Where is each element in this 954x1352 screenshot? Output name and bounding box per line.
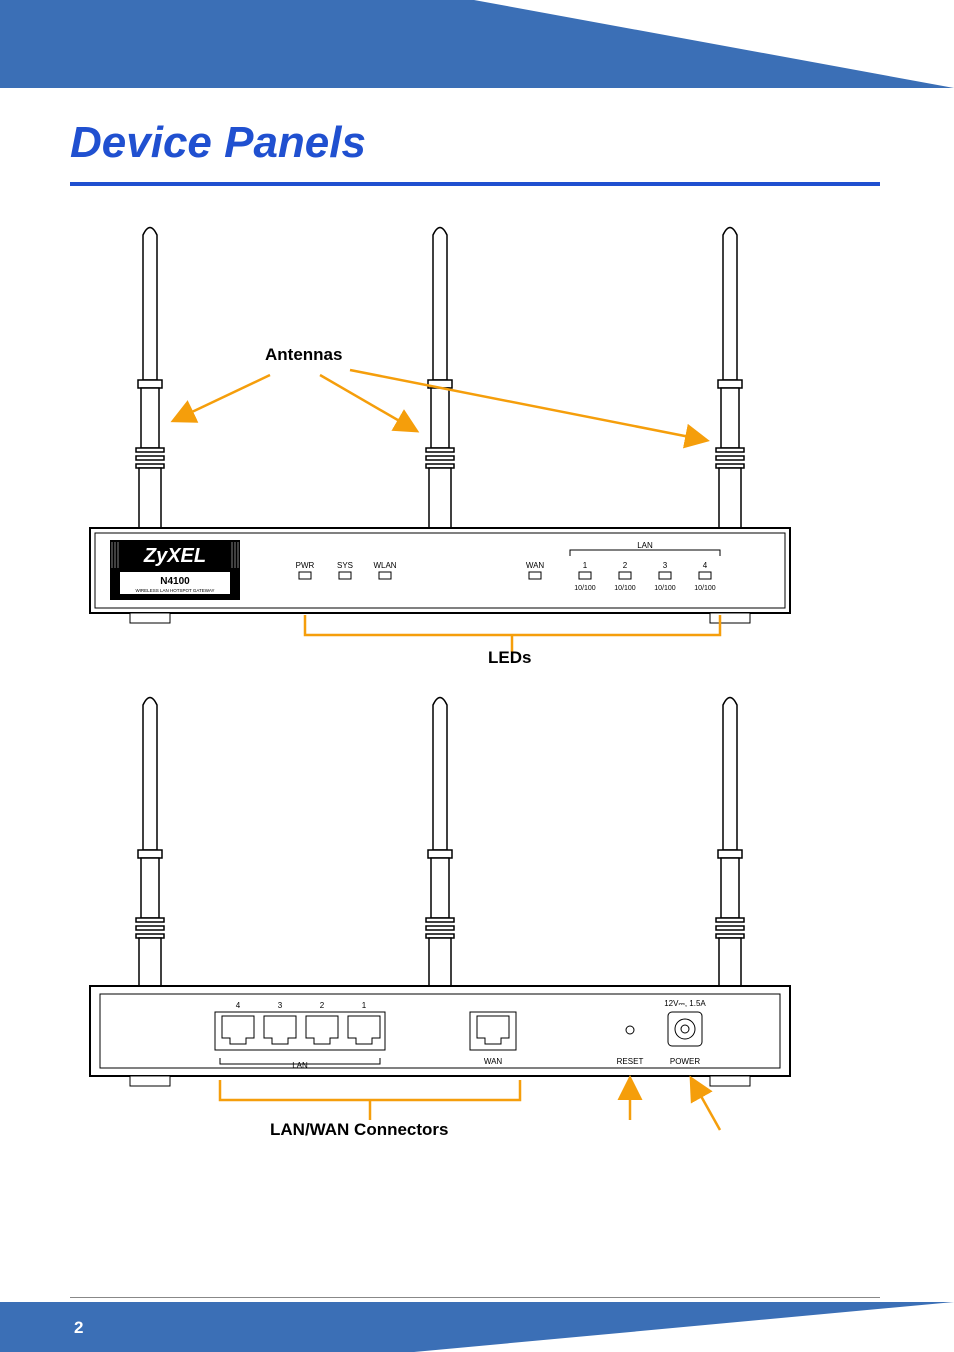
- svg-text:ZyXEL: ZyXEL: [143, 545, 206, 567]
- svg-text:2: 2: [623, 561, 628, 570]
- svg-text:3: 3: [663, 561, 668, 570]
- title-underline: [70, 182, 880, 186]
- svg-text:PWR: PWR: [296, 561, 315, 570]
- svg-text:4: 4: [236, 1001, 241, 1010]
- device-diagram: ZyXEL N4100 WIRELESS LAN HOTSPOT GATEWAY…: [70, 210, 880, 1150]
- footer-line: [70, 1297, 880, 1298]
- svg-text:POWER: POWER: [670, 1057, 700, 1066]
- svg-text:10/100: 10/100: [614, 585, 636, 592]
- svg-text:LAN: LAN: [292, 1061, 308, 1070]
- svg-text:10/100: 10/100: [654, 585, 676, 592]
- header-bar: [0, 0, 954, 88]
- footer-bar: [0, 1302, 954, 1352]
- svg-text:2: 2: [320, 1001, 325, 1010]
- svg-text:LAN: LAN: [637, 541, 653, 550]
- svg-text:1: 1: [362, 1001, 367, 1010]
- page-number: 2: [74, 1318, 83, 1338]
- svg-text:WAN: WAN: [484, 1057, 503, 1066]
- svg-text:N4100: N4100: [160, 576, 190, 587]
- svg-text:WAN: WAN: [526, 561, 545, 570]
- page-title: Device Panels: [70, 118, 366, 168]
- svg-text:WLAN: WLAN: [373, 561, 396, 570]
- svg-text:SYS: SYS: [337, 561, 353, 570]
- svg-text:WIRELESS LAN HOTSPOT GATEWAY: WIRELESS LAN HOTSPOT GATEWAY: [135, 588, 214, 593]
- svg-text:RESET: RESET: [617, 1057, 644, 1066]
- svg-text:4: 4: [703, 561, 708, 570]
- svg-text:10/100: 10/100: [574, 585, 596, 592]
- antennas-label: Antennas: [265, 345, 342, 365]
- svg-text:12V⎓, 1.5A: 12V⎓, 1.5A: [664, 999, 706, 1008]
- svg-text:10/100: 10/100: [694, 585, 716, 592]
- svg-text:1: 1: [583, 561, 588, 570]
- connectors-label: LAN/WAN Connectors: [270, 1120, 449, 1140]
- svg-text:3: 3: [278, 1001, 283, 1010]
- leds-label: LEDs: [488, 648, 531, 668]
